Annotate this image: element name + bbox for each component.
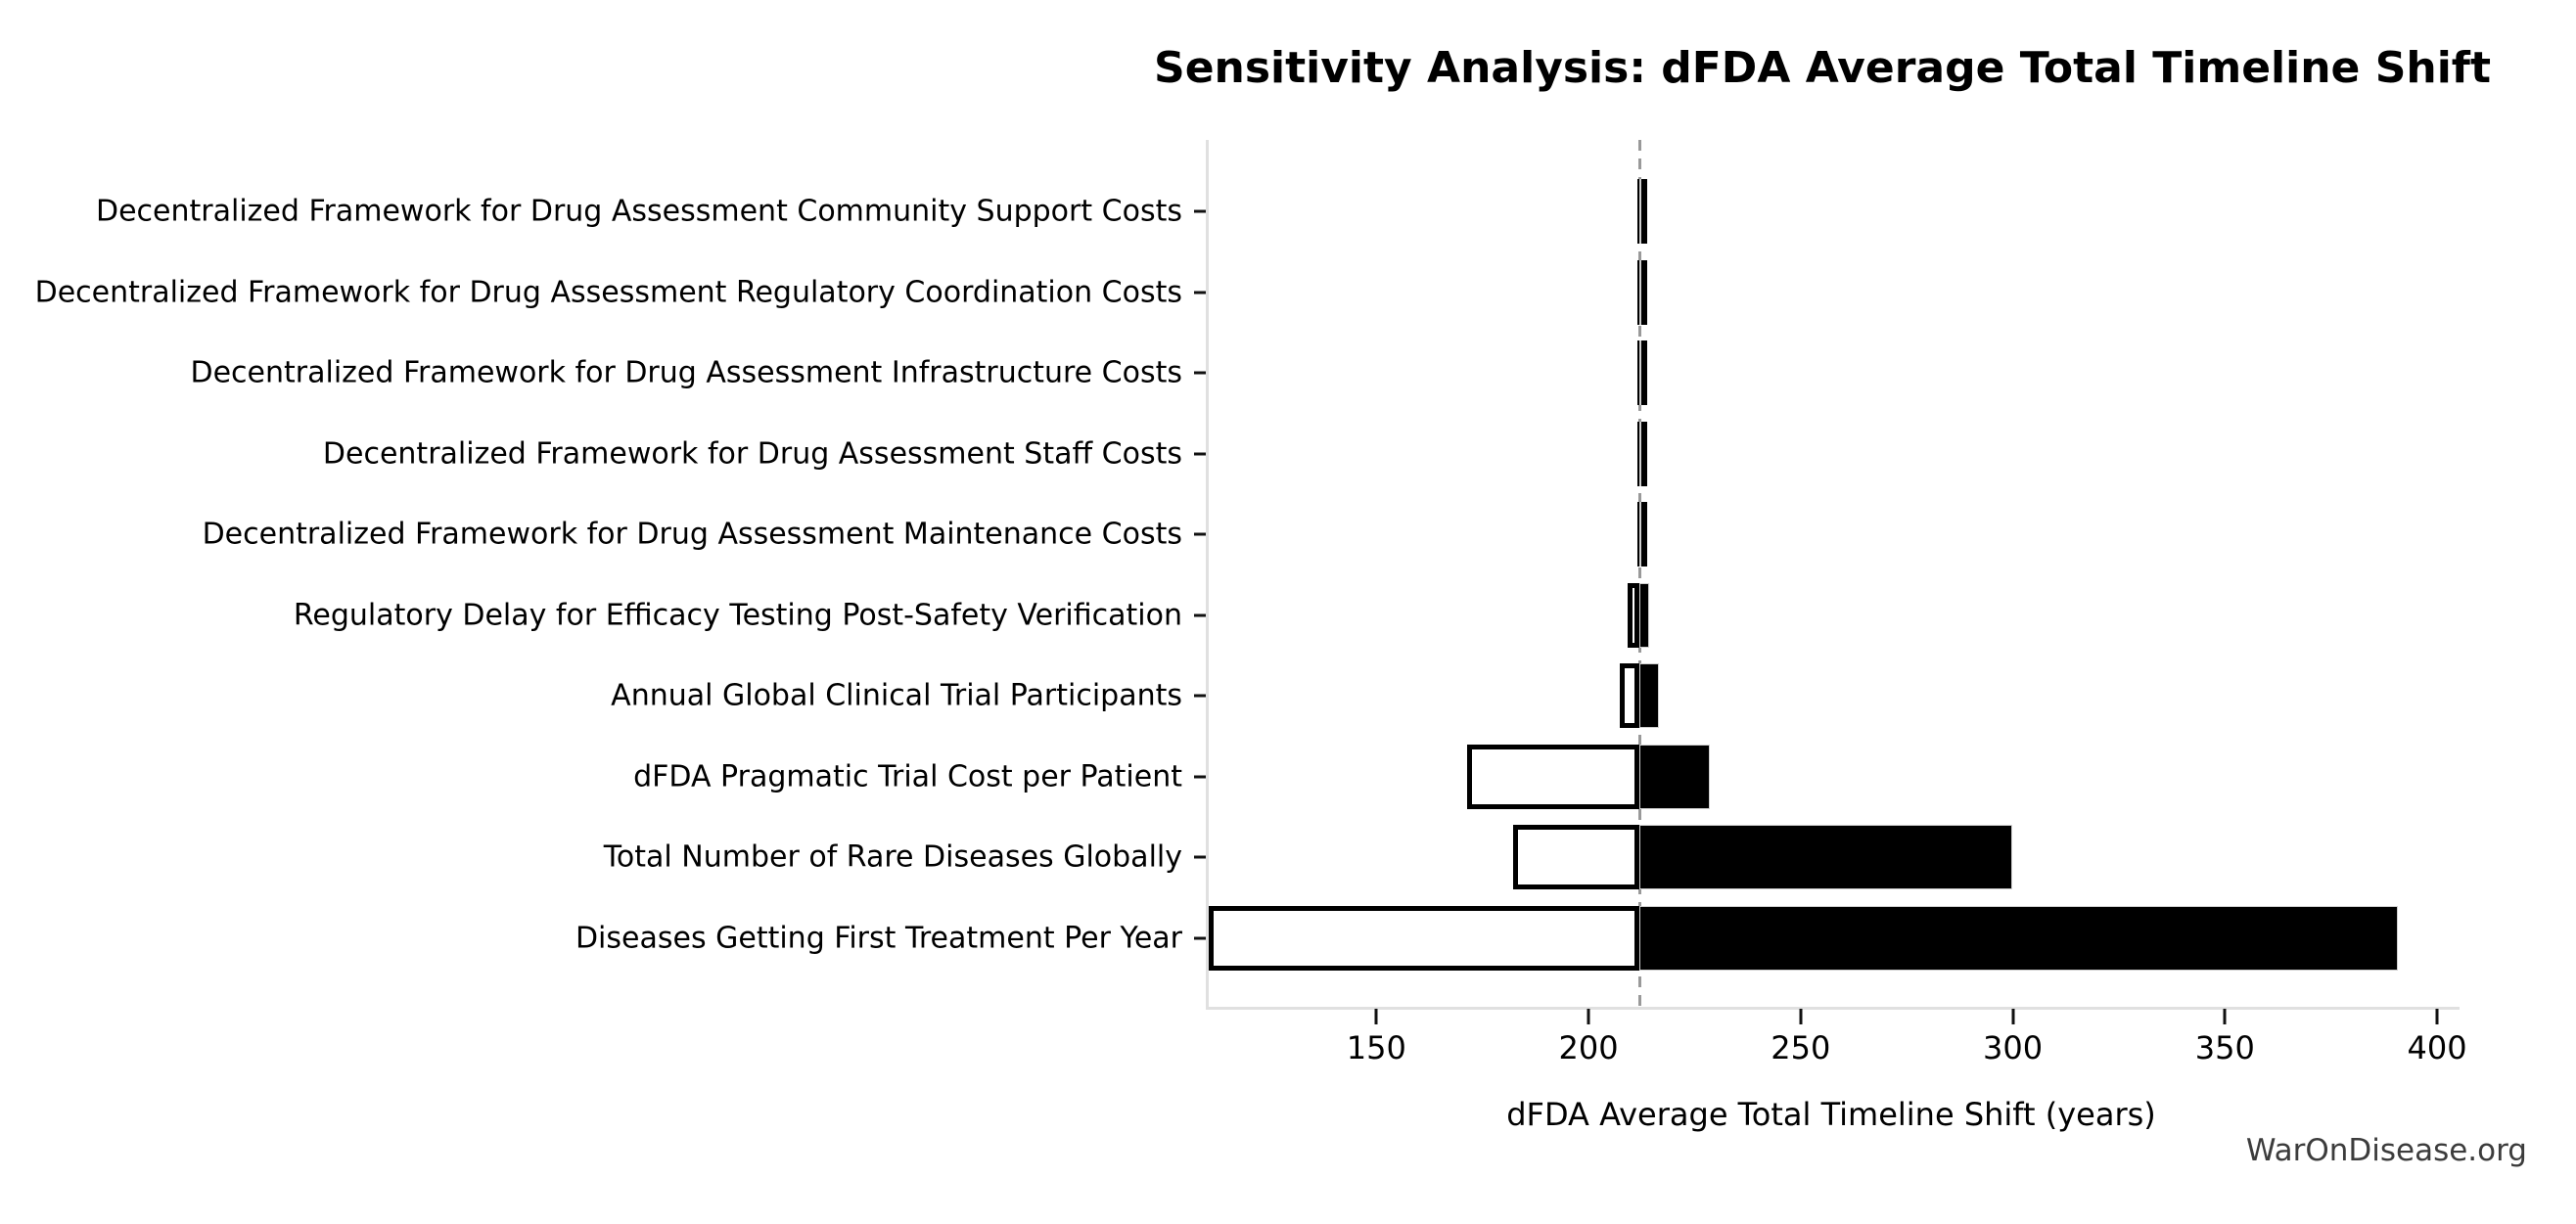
x-tick-mark xyxy=(1587,1009,1590,1024)
x-axis-label: dFDA Average Total Timeline Shift (years… xyxy=(1506,1096,2156,1133)
x-tick-label: 300 xyxy=(1982,1029,2044,1066)
x-tick-mark xyxy=(1799,1009,1803,1024)
bar-low xyxy=(1467,744,1640,809)
y-tick-label: Decentralized Framework for Drug Assessm… xyxy=(34,275,1182,310)
y-tick-label: Annual Global Clinical Trial Participant… xyxy=(611,678,1182,713)
y-tick-label: Decentralized Framework for Drug Assessm… xyxy=(190,355,1182,390)
bar-high xyxy=(1639,502,1642,567)
baseline-dashed-line xyxy=(1637,140,1641,1007)
x-tick-mark xyxy=(2011,1009,2015,1024)
bottom-spine xyxy=(1206,1007,2460,1010)
y-tick-mark xyxy=(1194,936,1206,940)
bar-low xyxy=(1627,582,1640,648)
bar-high xyxy=(1639,582,1650,648)
bar-low xyxy=(1513,825,1640,890)
bar-high xyxy=(1639,744,1711,809)
y-tick-label: Decentralized Framework for Drug Assessm… xyxy=(202,517,1182,552)
y-tick-mark xyxy=(1194,371,1206,375)
x-tick-label: 150 xyxy=(1346,1029,1406,1066)
y-tick-mark xyxy=(1194,613,1206,617)
bar-high xyxy=(1639,421,1642,486)
y-tick-mark xyxy=(1194,209,1206,213)
bar-high xyxy=(1639,906,2399,972)
y-tick-mark xyxy=(1194,291,1206,295)
bar-high xyxy=(1639,663,1659,729)
y-tick-mark xyxy=(1194,694,1206,698)
x-tick-mark xyxy=(2435,1009,2439,1024)
y-tick-label: Regulatory Delay for Efficacy Testing Po… xyxy=(293,598,1182,633)
y-tick-mark xyxy=(1194,775,1206,779)
y-tick-label: Total Number of Rare Diseases Globally xyxy=(603,839,1182,875)
x-tick-mark xyxy=(2223,1009,2227,1024)
y-tick-label: dFDA Pragmatic Trial Cost per Patient xyxy=(633,759,1182,794)
bar-high xyxy=(1639,340,1642,406)
bar-high xyxy=(1639,259,1642,325)
x-tick-label: 200 xyxy=(1558,1029,1619,1066)
y-tick-mark xyxy=(1194,532,1206,536)
y-tick-label: Decentralized Framework for Drug Assessm… xyxy=(96,194,1182,229)
y-tick-mark xyxy=(1194,452,1206,456)
y-tick-label: Diseases Getting First Treatment Per Yea… xyxy=(575,921,1182,956)
left-spine xyxy=(1206,140,1209,1010)
x-tick-label: 400 xyxy=(2407,1029,2467,1066)
x-tick-label: 350 xyxy=(2194,1029,2255,1066)
x-tick-mark xyxy=(1374,1009,1378,1024)
y-tick-label: Decentralized Framework for Drug Assessm… xyxy=(322,436,1182,472)
y-tick-mark xyxy=(1194,855,1206,859)
chart-title: Sensitivity Analysis: dFDA Average Total… xyxy=(1154,43,2491,93)
bar-high xyxy=(1639,179,1642,244)
x-tick-label: 250 xyxy=(1771,1029,1831,1066)
bar-low xyxy=(1619,663,1640,729)
bar-high xyxy=(1639,825,2012,890)
bar-low xyxy=(1208,906,1640,972)
watermark: WarOnDisease.org xyxy=(2245,1133,2527,1168)
